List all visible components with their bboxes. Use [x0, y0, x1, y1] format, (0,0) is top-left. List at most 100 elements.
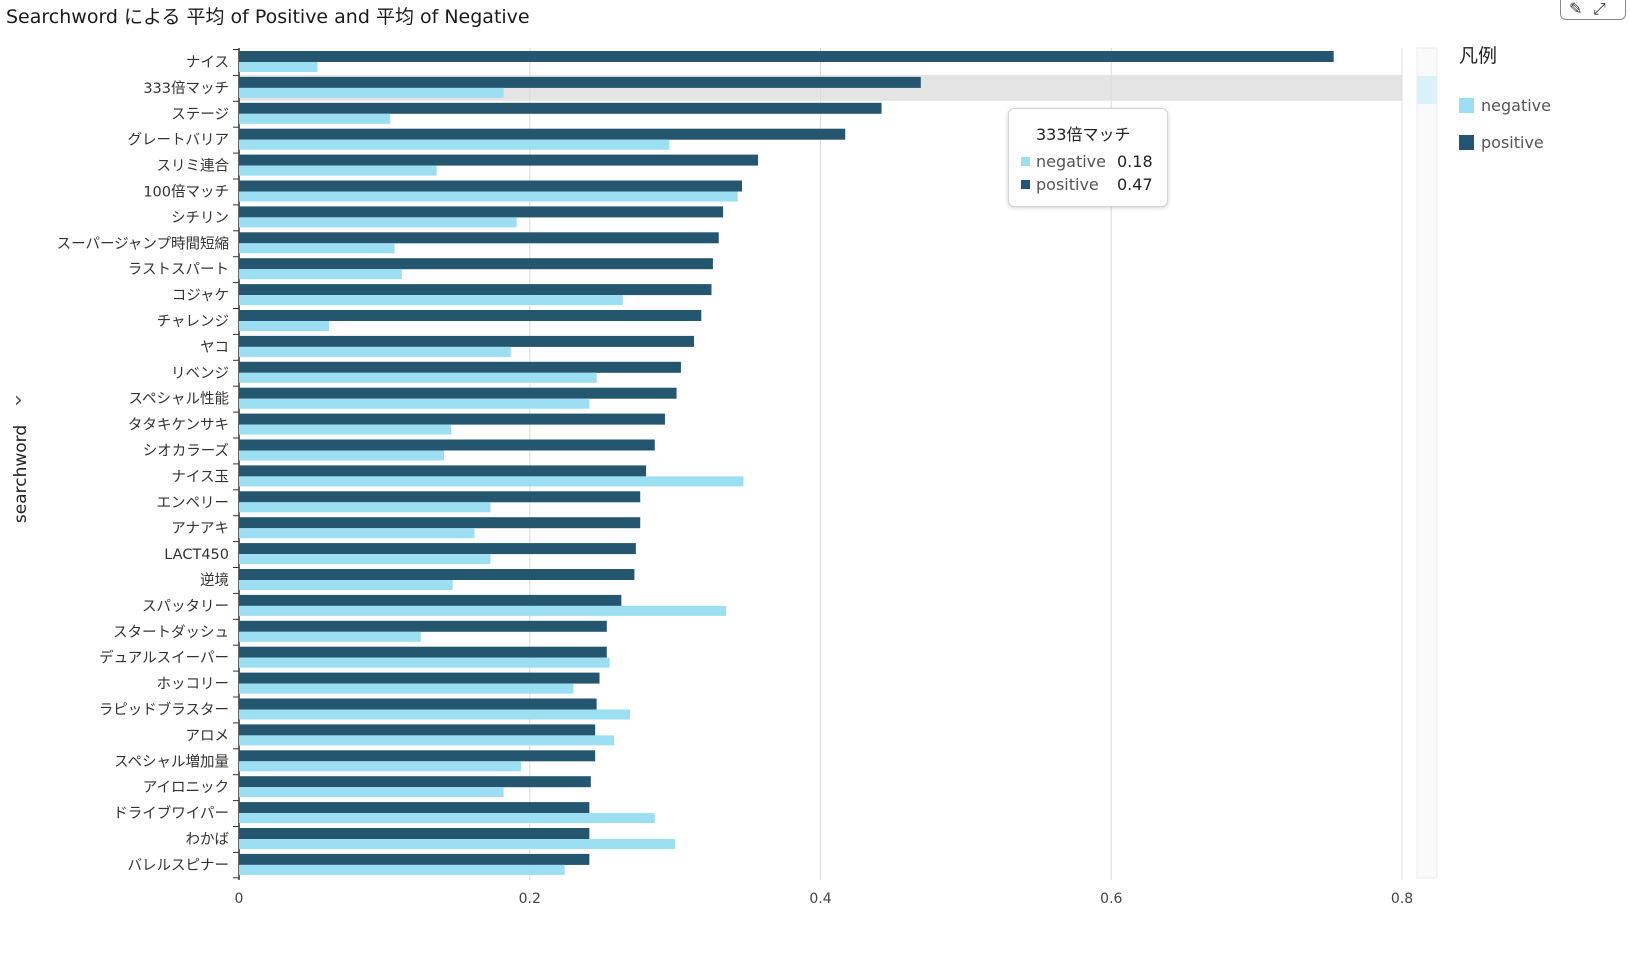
category-label: 逆境	[200, 571, 229, 589]
bar-positive	[239, 387, 677, 399]
focus-mode-button[interactable]: ✎ ⤢	[1560, 0, 1626, 20]
bar-positive	[239, 750, 596, 762]
bar-negative	[239, 502, 491, 513]
chevron-right-icon[interactable]: ›	[14, 388, 23, 413]
category-label: 100倍マッチ	[143, 184, 229, 201]
category-label: アイロニック	[143, 779, 229, 796]
bar-positive	[239, 76, 921, 88]
bar-positive	[239, 335, 695, 347]
bar-positive	[239, 258, 713, 270]
legend-item-negative[interactable]: negative	[1459, 96, 1551, 115]
bar-negative	[239, 398, 590, 409]
tooltip-row-negative: negative 0.18	[1021, 152, 1153, 171]
bar-positive	[239, 724, 596, 736]
bar-negative	[239, 139, 670, 150]
category-label: ナイス玉	[171, 469, 229, 485]
bar-negative	[239, 269, 402, 280]
expand-icon: ⤢	[1593, 0, 1606, 18]
bar-negative	[239, 62, 318, 72]
category-label: ヤコ	[200, 340, 229, 356]
category-label: スペシャル性能	[129, 391, 229, 408]
bar-negative	[239, 191, 738, 202]
scrollbar-thumb	[1417, 76, 1437, 104]
bar-negative	[239, 528, 475, 539]
category-label: アナアキ	[171, 521, 229, 537]
scrollbar-track	[1416, 47, 1438, 879]
category-label: エンペリー	[157, 495, 230, 511]
category-label: ホッコリー	[157, 677, 230, 693]
bar-positive	[239, 620, 607, 632]
tooltip: 333倍マッチ negative 0.18 positive 0.47	[1008, 108, 1168, 207]
bar-negative	[239, 113, 391, 124]
bar-positive	[239, 543, 636, 555]
bar-negative	[239, 476, 744, 487]
bar-positive	[239, 128, 846, 140]
legend-label-positive: positive	[1481, 133, 1544, 152]
bar-negative	[239, 580, 453, 590]
bar-negative	[239, 165, 437, 176]
bar-positive	[239, 672, 600, 684]
category-label: スーパージャンプ時間短縮	[57, 235, 229, 252]
bar-positive	[239, 569, 635, 580]
bar-positive	[239, 154, 758, 166]
category-label: シオカラーズ	[143, 443, 229, 460]
chart-title: Searchword による 平均 of Positive and 平均 of …	[6, 6, 530, 28]
bar-negative	[239, 657, 610, 668]
bar-positive	[239, 491, 641, 503]
x-tick-label: 0.2	[519, 891, 541, 907]
bar-negative	[239, 787, 504, 798]
tooltip-label-negative: negative	[1036, 152, 1106, 171]
category-label: アロメ	[186, 728, 230, 744]
category-label: 333倍マッチ	[143, 80, 229, 97]
bar-negative	[239, 321, 330, 331]
category-label: コジャケ	[172, 287, 229, 304]
bar-positive	[239, 776, 591, 788]
category-label: スリミ連合	[157, 158, 230, 175]
legend-swatch-positive	[1459, 135, 1474, 150]
bar-positive	[239, 206, 724, 218]
bar-negative	[239, 709, 631, 720]
bar-negative	[239, 243, 395, 254]
bar-negative	[239, 346, 511, 357]
bar-positive	[239, 284, 712, 296]
bar-positive	[239, 310, 702, 321]
bar-positive	[239, 853, 590, 865]
bar-negative	[239, 839, 676, 849]
bar-positive	[239, 646, 607, 658]
bar-negative	[239, 424, 452, 435]
bar-positive	[239, 102, 882, 114]
legend-title: 凡例	[1459, 45, 1498, 67]
legend-item-positive[interactable]: positive	[1459, 133, 1544, 152]
tooltip-row-positive: positive 0.47	[1021, 175, 1153, 194]
category-label: ナイス	[186, 55, 229, 71]
bar-negative	[239, 295, 623, 306]
bar-positive	[239, 517, 641, 529]
bar-negative	[239, 683, 574, 694]
category-label: チャレンジ	[157, 314, 229, 330]
bar-negative	[239, 605, 727, 616]
category-label: LACT450	[164, 547, 229, 563]
bar-negative	[239, 761, 522, 772]
bar-negative	[239, 554, 491, 565]
category-label: スタートダッシュ	[113, 624, 229, 641]
bar-positive	[239, 594, 622, 606]
tooltip-title: 333倍マッチ	[1036, 125, 1131, 144]
category-label: ラピッドブラスター	[99, 701, 229, 719]
category-label: バレルスピナー	[128, 857, 230, 874]
x-tick-label: 0.8	[1391, 891, 1413, 907]
category-label: ラストスパート	[128, 261, 229, 278]
category-label: スペシャル増加量	[114, 753, 229, 770]
bar-positive	[239, 51, 1334, 62]
bar-negative	[239, 372, 597, 383]
bar-negative	[239, 87, 504, 98]
category-label: リベンジ	[171, 366, 229, 382]
y-axis-label: searchword	[11, 424, 31, 524]
bar-positive	[239, 802, 590, 814]
x-tick-label: 0	[235, 891, 244, 907]
bar-positive	[239, 180, 742, 192]
bar-positive	[239, 232, 719, 244]
bar-positive	[239, 439, 655, 451]
bar-positive	[239, 361, 681, 373]
tooltip-swatch-positive	[1021, 180, 1030, 189]
bar-negative	[239, 217, 517, 228]
